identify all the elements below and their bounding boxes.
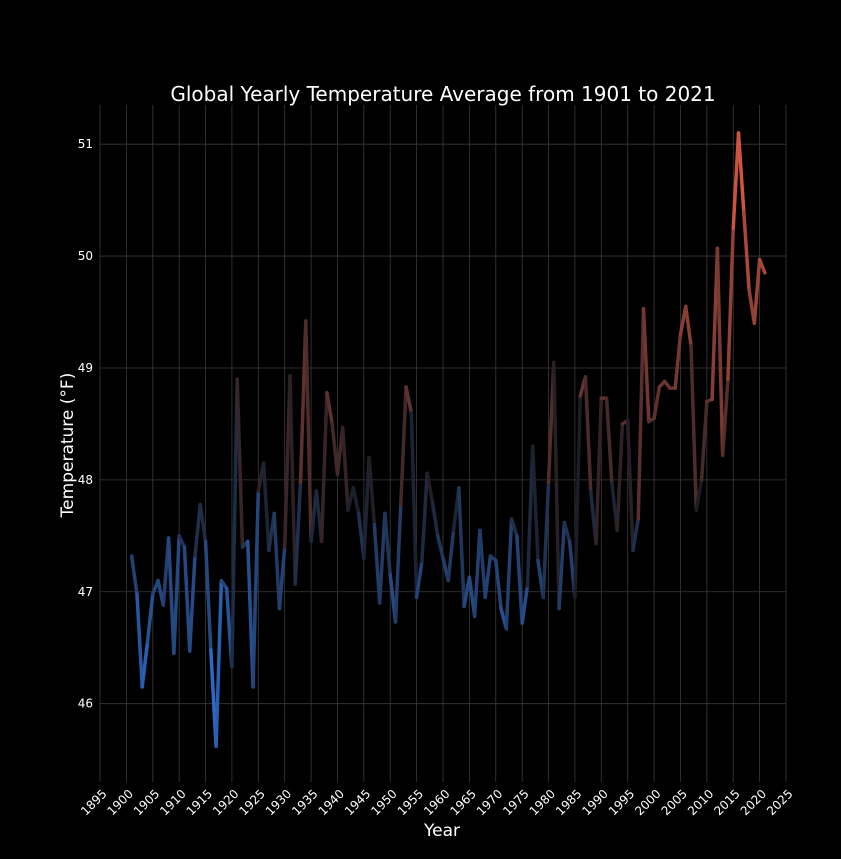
line-segment [235,377,245,549]
line-segment [340,425,350,512]
line-segment [557,520,567,611]
line-segment [435,534,445,560]
line-segment [594,396,604,546]
line-segment [504,517,514,631]
line-segment [377,511,387,605]
line-segment [304,319,313,544]
line-segment [509,517,519,538]
y-tick-labels: 46 47 48 49 50 51 [78,137,93,711]
line-segment [399,385,408,507]
line-segment [483,554,493,600]
line-segment [472,528,482,619]
line-segment [604,396,614,485]
line-segment [673,332,683,390]
y-axis-title: Temperature (°F) [58,373,78,519]
line-segment [140,640,150,689]
line-segment [541,480,551,600]
y-tick-label: 51 [78,137,93,151]
line-segment [251,489,261,689]
y-tick-label: 48 [78,473,93,487]
line-segment [135,592,144,689]
line-segment [699,399,709,482]
line-segment [277,545,287,611]
line-segment [641,306,651,424]
line-segment [752,257,762,325]
line-segment [187,554,197,653]
line-segment [520,584,530,625]
line-segment [293,480,303,586]
line-segment [409,410,419,600]
line-segment [330,422,340,477]
line-segment [652,385,662,421]
line-segment [583,375,593,493]
line-segment [731,131,741,230]
grid-lines [99,105,787,782]
line-segment [636,306,646,521]
line-segment [383,511,392,577]
line-segment [562,520,572,544]
line-segment [177,534,187,549]
line-segment [198,502,208,544]
line-segment [573,394,582,600]
temperature-line [129,131,767,748]
line-segment [172,534,181,656]
line-segment [393,502,403,624]
line-segment [404,385,414,415]
chart-title: Global Yearly Temperature Average from 1… [170,82,715,106]
line-segment [720,377,730,457]
line-segment [362,455,371,560]
line-segment [726,226,735,381]
line-segment [319,390,329,544]
line-segment [625,418,635,553]
line-segment [182,545,192,653]
line-segment [494,558,503,611]
y-tick-label: 47 [78,585,93,599]
y-tick-label: 46 [78,697,93,711]
line-segment [145,592,155,644]
line-segment [715,246,725,457]
line-segment [414,559,424,600]
line-segment [694,478,704,512]
y-tick-label: 49 [78,361,93,375]
x-axis-title: Year [423,821,460,841]
y-tick-label: 50 [78,249,93,263]
line-segment [689,343,699,512]
line-segment [478,528,487,600]
line-segment [525,444,535,588]
line-segment [420,471,429,564]
line-segment [351,485,361,516]
line-segment [129,554,139,596]
line-segment [515,534,524,625]
line-segment [203,539,213,652]
line-segment [288,374,297,586]
line-segment [325,390,334,426]
line-segment [430,500,440,538]
line-segment [425,471,435,504]
line-segment [552,360,561,611]
line-segment [683,304,693,348]
line-segment [530,444,540,563]
line-segment [742,209,751,292]
line-segment [757,257,767,275]
line-segment [736,131,746,214]
line-segment [272,511,282,611]
line-segment [457,485,466,609]
line-segment [615,422,625,532]
line-segment [230,377,239,669]
line-segment [214,578,224,748]
line-segment [631,517,640,553]
line-segment [193,502,203,558]
line-segment [261,461,271,553]
line-segment [367,455,377,527]
line-segment [446,528,456,583]
